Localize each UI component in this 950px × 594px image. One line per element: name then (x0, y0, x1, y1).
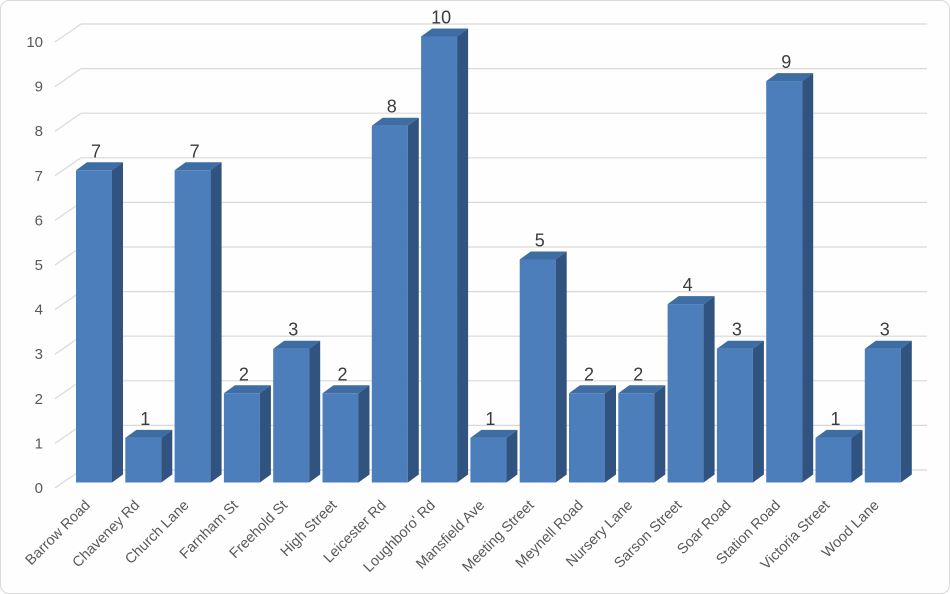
bar-data-label: 1 (140, 409, 150, 429)
bar-front-face[interactable] (174, 170, 211, 483)
bar-top-face[interactable] (519, 251, 567, 260)
gridline-perspective-connector (54, 112, 82, 132)
bar-data-label: 2 (633, 364, 643, 384)
bar-top-face[interactable] (273, 340, 321, 349)
bar-top-face[interactable] (618, 385, 666, 394)
bar-front-face[interactable] (125, 437, 162, 483)
bar-side-face[interactable] (259, 385, 271, 483)
bar-side-face[interactable] (752, 340, 764, 483)
bar-top-face[interactable] (322, 385, 370, 394)
bar-front-face[interactable] (223, 393, 260, 483)
bar-top-face[interactable] (125, 429, 173, 438)
bar-top-face[interactable] (421, 28, 469, 37)
bar-side-face[interactable] (210, 162, 222, 483)
bar-side-face[interactable] (161, 429, 173, 483)
bar-top-face[interactable] (223, 385, 271, 394)
bar-side-face[interactable] (654, 385, 666, 483)
bar-side-face[interactable] (851, 429, 863, 483)
bar-front-face[interactable] (322, 393, 359, 483)
bar-side-face[interactable] (309, 340, 321, 483)
bar-front-face[interactable] (716, 348, 753, 483)
bar-data-label: 9 (781, 52, 791, 72)
y-axis-tick-label: 2 (35, 391, 43, 408)
bar-data-label: 8 (387, 97, 397, 117)
bar-data-label: 3 (880, 320, 890, 340)
bar-side-face[interactable] (506, 429, 518, 483)
bar-front-face[interactable] (273, 348, 310, 483)
bar-front-face[interactable] (864, 348, 901, 483)
y-axis-tick-label: 6 (35, 212, 43, 229)
bar-data-label: 2 (584, 364, 594, 384)
bar-data-label: 3 (288, 320, 298, 340)
bar-front-face[interactable] (76, 170, 112, 483)
bar-front-face[interactable] (766, 81, 803, 483)
y-axis-tick-label: 10 (26, 34, 43, 51)
bar-side-face[interactable] (358, 385, 370, 483)
bar-side-face[interactable] (407, 117, 419, 483)
bar-front-face[interactable] (371, 125, 408, 483)
bar-front-face[interactable] (667, 304, 704, 483)
y-axis-tick-label: 5 (35, 257, 43, 274)
bar-top-face[interactable] (815, 429, 863, 438)
bar-top-face[interactable] (864, 340, 912, 349)
bar-data-label: 5 (535, 231, 545, 251)
gridline-perspective-connector (54, 23, 82, 43)
bar-data-label: 4 (683, 275, 693, 295)
bar-front-face[interactable] (470, 437, 507, 483)
gridline-perspective-connector (54, 68, 82, 88)
bar-top-face[interactable] (569, 385, 616, 394)
bar-data-label: 1 (830, 409, 840, 429)
bar-top-face[interactable] (174, 162, 222, 171)
bar-front-face[interactable] (618, 393, 655, 483)
bar-top-face[interactable] (470, 429, 518, 438)
y-axis-tick-label: 1 (35, 435, 43, 452)
bar-front-face[interactable] (519, 259, 556, 483)
bar-side-face[interactable] (703, 296, 715, 483)
bar-data-label: 7 (91, 141, 101, 161)
bar-data-label: 3 (732, 320, 742, 340)
y-axis-tick-label: 4 (35, 302, 43, 319)
bar-top-face[interactable] (371, 117, 419, 126)
bar-data-label: 7 (190, 141, 200, 161)
bar-data-label: 2 (239, 364, 249, 384)
bar-data-label: 10 (431, 8, 451, 28)
bar-side-face[interactable] (605, 385, 616, 483)
y-axis-tick-label: 8 (35, 123, 43, 140)
y-axis-tick-label: 0 (35, 480, 43, 497)
bar-top-face[interactable] (716, 340, 764, 349)
gridline-perspective-connector (54, 157, 82, 177)
bar-side-face[interactable] (112, 162, 123, 483)
bar-front-face[interactable] (569, 393, 605, 483)
bar-side-face[interactable] (555, 251, 567, 483)
bar-data-label: 1 (485, 409, 495, 429)
y-axis-tick-label: 3 (35, 346, 43, 363)
bar-data-label: 2 (337, 364, 347, 384)
bar-side-face[interactable] (457, 28, 469, 483)
bar-front-face[interactable] (815, 437, 852, 483)
bar-top-face[interactable] (667, 296, 715, 305)
bar-side-face[interactable] (802, 73, 814, 483)
bar-side-face[interactable] (900, 340, 912, 483)
y-axis-tick-label: 7 (35, 168, 43, 185)
bar-front-face[interactable] (421, 36, 458, 483)
bar-top-face[interactable] (766, 73, 814, 82)
bar-top-face[interactable] (76, 162, 123, 171)
y-axis-tick-label: 9 (35, 79, 43, 96)
